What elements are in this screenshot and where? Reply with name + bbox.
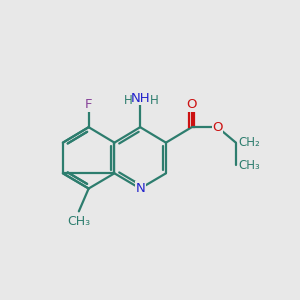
Text: O: O: [212, 121, 223, 134]
Text: CH₃: CH₃: [238, 159, 260, 172]
Text: H: H: [124, 94, 132, 107]
Text: O: O: [187, 98, 197, 111]
Text: CH₂: CH₂: [238, 136, 260, 149]
Text: N: N: [135, 182, 145, 195]
Text: CH₃: CH₃: [67, 215, 90, 228]
Text: H: H: [149, 94, 158, 107]
Text: NH: NH: [130, 92, 150, 105]
Text: F: F: [85, 98, 92, 111]
